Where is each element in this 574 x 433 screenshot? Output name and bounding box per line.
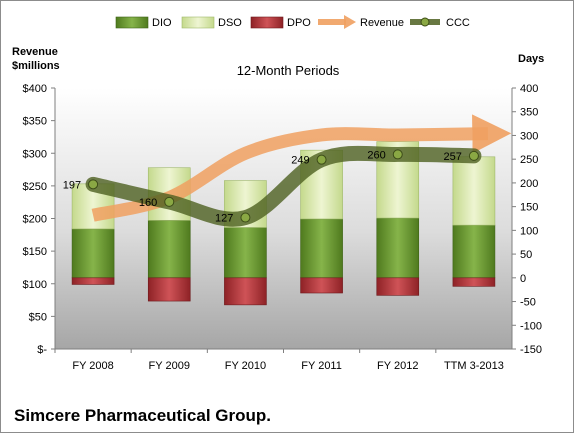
y-left-tick-label: $250 <box>23 181 47 193</box>
plot-area <box>55 88 512 349</box>
bar-dio <box>224 227 267 279</box>
y-left-tick-label: $150 <box>23 246 47 258</box>
legend-swatch-dio <box>115 16 149 29</box>
y-left-tick-label: $300 <box>23 148 47 160</box>
x-tick-label: FY 2009 <box>149 360 190 372</box>
ccc-data-label: 257 <box>444 151 462 163</box>
ccc-point <box>392 149 403 160</box>
legend-swatch-dpo <box>250 16 284 29</box>
legend-arrow-revenue <box>344 15 356 29</box>
ccc-data-label: 249 <box>291 155 309 167</box>
x-tick-label: FY 2010 <box>225 360 266 372</box>
legend-label-ccc: CCC <box>446 17 470 29</box>
y-left-tick-label: $100 <box>23 279 47 291</box>
y-right-tick-label: 200 <box>520 178 538 190</box>
bar-dso <box>452 156 496 226</box>
y-right-label: Days <box>518 53 544 65</box>
ccc-data-label: 127 <box>215 213 233 225</box>
y-left-label-line1: Revenue <box>12 46 58 58</box>
legend-label-dpo: DPO <box>287 17 311 29</box>
lines-layer: 197 160 127 249 260 257 <box>63 114 512 227</box>
bar-dio <box>147 220 191 279</box>
bar-dpo <box>71 277 115 285</box>
bar-dio <box>71 228 115 279</box>
y-right-tick-label: 0 <box>520 273 526 285</box>
y-left-tick-label: $350 <box>23 116 47 128</box>
ccc-point <box>164 196 175 207</box>
bar-dpo <box>224 277 267 306</box>
bar-dpo <box>452 277 496 287</box>
y-left-tick-label: $- <box>37 344 47 356</box>
ccc-data-label: 160 <box>139 197 157 209</box>
legend-swatch-dso <box>181 16 215 29</box>
legend-marker-ccc <box>420 17 430 27</box>
y-right-tick-label: 50 <box>520 249 532 261</box>
y-right-tick-label: -50 <box>520 297 536 309</box>
y-right-tick-label: 150 <box>520 202 538 214</box>
y-left-label-line2: $millions <box>12 60 60 72</box>
y-left-tick-label: $400 <box>23 83 47 95</box>
x-tick-label: FY 2012 <box>377 360 418 372</box>
y-right-tick-label: 350 <box>520 107 538 119</box>
y-right-tick-label: -100 <box>520 320 542 332</box>
legend: DIO DSO DPO Revenue CCC <box>115 15 470 29</box>
ccc-data-label: 260 <box>367 149 385 161</box>
x-tick-label: TTM 3-2013 <box>444 360 504 372</box>
y-right-tick-label: 100 <box>520 225 538 237</box>
bar-dio <box>452 224 496 279</box>
ccc-point <box>468 150 479 161</box>
bar-dio <box>300 218 343 279</box>
ccc-point <box>316 154 327 165</box>
y-right-tick-label: 300 <box>520 130 538 142</box>
bar-dpo <box>300 277 343 294</box>
company-name: Simcere Pharmaceutical Group. <box>14 406 271 425</box>
ccc-data-label: 197 <box>63 179 81 191</box>
bar-dio <box>376 217 420 279</box>
ccc-point <box>240 212 251 223</box>
ccc-point <box>88 179 99 190</box>
x-tick-label: FY 2011 <box>301 360 342 372</box>
y-right-tick-label: -150 <box>520 344 542 356</box>
y-left-tick-label: $200 <box>23 214 47 226</box>
x-tick-label: FY 2008 <box>72 360 113 372</box>
legend-label-dso: DSO <box>218 17 242 29</box>
axes-layer: $- $50 $100 $150 $200 $250 $300 $350 $400 -150 -10… <box>23 83 543 372</box>
y-left-tick-label: $50 <box>29 311 47 323</box>
chart-title: 12-Month Periods <box>237 63 340 78</box>
legend-label-dio: DIO <box>152 17 172 29</box>
bar-dpo <box>376 277 420 296</box>
y-right-tick-label: 250 <box>520 154 538 166</box>
legend-label-revenue: Revenue <box>360 17 404 29</box>
y-right-tick-label: 400 <box>520 83 538 95</box>
bar-dpo <box>147 277 191 302</box>
